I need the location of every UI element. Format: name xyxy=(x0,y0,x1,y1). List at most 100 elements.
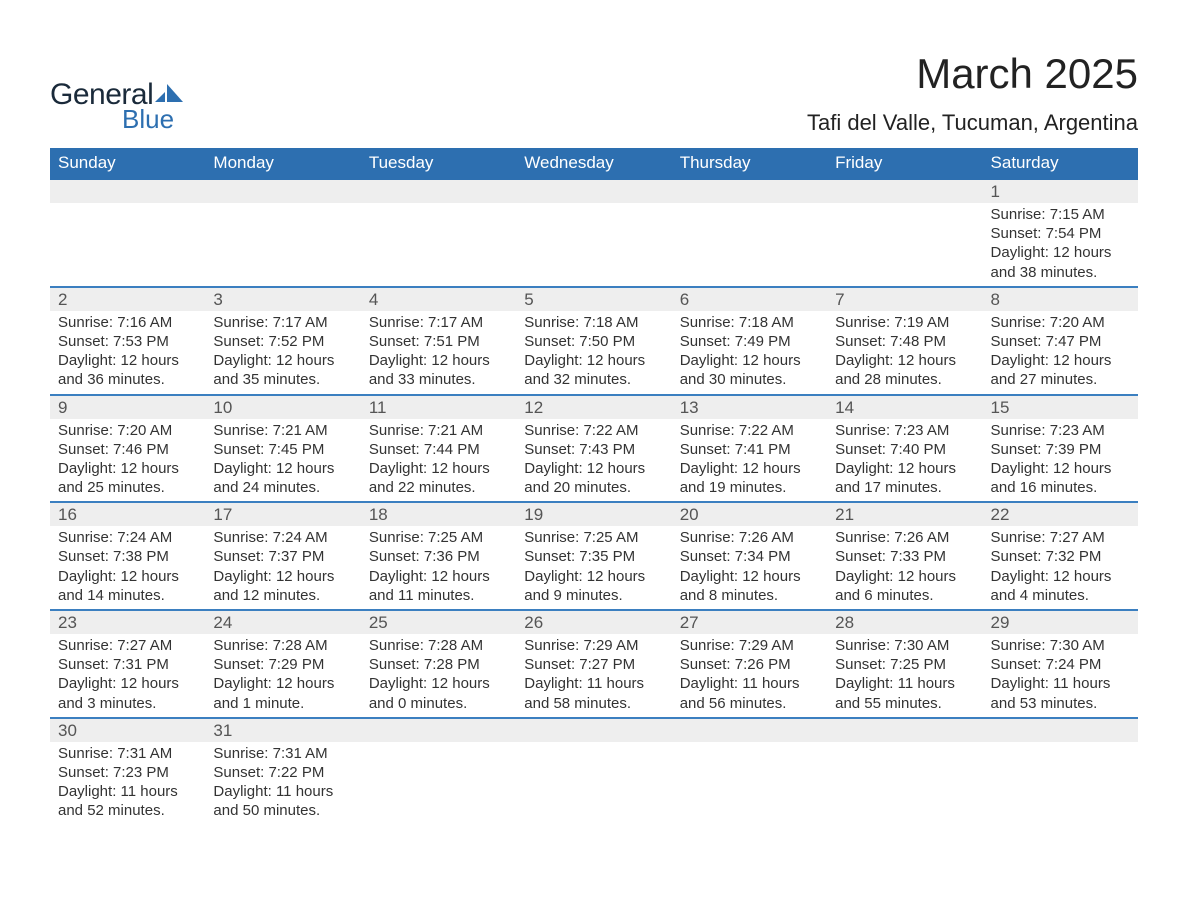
sunset-text: Sunset: 7:48 PM xyxy=(835,332,974,351)
dl2-text: and 8 minutes. xyxy=(680,586,819,605)
sunset-text: Sunset: 7:54 PM xyxy=(991,224,1130,243)
day-number-cell: 10 xyxy=(205,395,360,419)
dl2-text: and 30 minutes. xyxy=(680,370,819,389)
sunset-text: Sunset: 7:23 PM xyxy=(58,763,197,782)
day-data-cell: Sunrise: 7:20 AMSunset: 7:46 PMDaylight:… xyxy=(50,419,205,503)
dl2-text: and 28 minutes. xyxy=(835,370,974,389)
sunrise-text: Sunrise: 7:20 AM xyxy=(58,421,197,440)
day-number-cell xyxy=(827,179,982,203)
dl2-text: and 1 minute. xyxy=(213,694,352,713)
day-data-cell xyxy=(983,742,1138,825)
dl2-text: and 4 minutes. xyxy=(991,586,1130,605)
day-data-cell: Sunrise: 7:17 AMSunset: 7:52 PMDaylight:… xyxy=(205,311,360,395)
dl1-text: Daylight: 12 hours xyxy=(213,351,352,370)
day-data-cell: Sunrise: 7:16 AMSunset: 7:53 PMDaylight:… xyxy=(50,311,205,395)
dl1-text: Daylight: 12 hours xyxy=(835,567,974,586)
dl1-text: Daylight: 12 hours xyxy=(369,351,508,370)
day-data-cell xyxy=(361,203,516,287)
day-number-cell: 18 xyxy=(361,502,516,526)
dl2-text: and 36 minutes. xyxy=(58,370,197,389)
dl2-text: and 17 minutes. xyxy=(835,478,974,497)
calendar-table: Sunday Monday Tuesday Wednesday Thursday… xyxy=(50,148,1138,825)
data-row: Sunrise: 7:20 AMSunset: 7:46 PMDaylight:… xyxy=(50,419,1138,503)
day-number-cell: 1 xyxy=(983,179,1138,203)
location: Tafi del Valle, Tucuman, Argentina xyxy=(807,110,1138,136)
sunset-text: Sunset: 7:29 PM xyxy=(213,655,352,674)
day-data-cell: Sunrise: 7:25 AMSunset: 7:35 PMDaylight:… xyxy=(516,526,671,610)
day-number-cell: 8 xyxy=(983,287,1138,311)
sunset-text: Sunset: 7:38 PM xyxy=(58,547,197,566)
dl1-text: Daylight: 12 hours xyxy=(213,674,352,693)
sunrise-text: Sunrise: 7:21 AM xyxy=(369,421,508,440)
day-data-cell: Sunrise: 7:28 AMSunset: 7:29 PMDaylight:… xyxy=(205,634,360,718)
sunrise-text: Sunrise: 7:30 AM xyxy=(991,636,1130,655)
sunrise-text: Sunrise: 7:23 AM xyxy=(991,421,1130,440)
day-data-cell xyxy=(672,742,827,825)
dl1-text: Daylight: 12 hours xyxy=(524,459,663,478)
sunset-text: Sunset: 7:36 PM xyxy=(369,547,508,566)
day-data-cell: Sunrise: 7:18 AMSunset: 7:50 PMDaylight:… xyxy=(516,311,671,395)
sunrise-text: Sunrise: 7:29 AM xyxy=(680,636,819,655)
sunrise-text: Sunrise: 7:25 AM xyxy=(524,528,663,547)
header: General Blue March 2025 Tafi del Valle, … xyxy=(50,50,1138,136)
day-data-cell: Sunrise: 7:19 AMSunset: 7:48 PMDaylight:… xyxy=(827,311,982,395)
dl1-text: Daylight: 11 hours xyxy=(213,782,352,801)
day-data-cell: Sunrise: 7:25 AMSunset: 7:36 PMDaylight:… xyxy=(361,526,516,610)
dl2-text: and 14 minutes. xyxy=(58,586,197,605)
day-data-cell: Sunrise: 7:28 AMSunset: 7:28 PMDaylight:… xyxy=(361,634,516,718)
sunrise-text: Sunrise: 7:20 AM xyxy=(991,313,1130,332)
dl1-text: Daylight: 12 hours xyxy=(835,459,974,478)
sunset-text: Sunset: 7:52 PM xyxy=(213,332,352,351)
day-data-cell: Sunrise: 7:22 AMSunset: 7:41 PMDaylight:… xyxy=(672,419,827,503)
dl2-text: and 11 minutes. xyxy=(369,586,508,605)
day-number-cell xyxy=(516,718,671,742)
day-data-cell xyxy=(827,742,982,825)
dl2-text: and 0 minutes. xyxy=(369,694,508,713)
month-title: March 2025 xyxy=(807,50,1138,98)
dl1-text: Daylight: 12 hours xyxy=(991,459,1130,478)
sunrise-text: Sunrise: 7:26 AM xyxy=(835,528,974,547)
weekday-header: Wednesday xyxy=(516,148,671,179)
sunset-text: Sunset: 7:45 PM xyxy=(213,440,352,459)
sunset-text: Sunset: 7:37 PM xyxy=(213,547,352,566)
day-data-cell: Sunrise: 7:30 AMSunset: 7:25 PMDaylight:… xyxy=(827,634,982,718)
day-number-cell: 21 xyxy=(827,502,982,526)
dl1-text: Daylight: 11 hours xyxy=(58,782,197,801)
sunset-text: Sunset: 7:25 PM xyxy=(835,655,974,674)
sunset-text: Sunset: 7:51 PM xyxy=(369,332,508,351)
sunrise-text: Sunrise: 7:17 AM xyxy=(369,313,508,332)
dl2-text: and 27 minutes. xyxy=(991,370,1130,389)
day-data-cell: Sunrise: 7:15 AMSunset: 7:54 PMDaylight:… xyxy=(983,203,1138,287)
sunrise-text: Sunrise: 7:23 AM xyxy=(835,421,974,440)
dl2-text: and 6 minutes. xyxy=(835,586,974,605)
dl1-text: Daylight: 12 hours xyxy=(680,459,819,478)
day-data-cell xyxy=(50,203,205,287)
sunrise-text: Sunrise: 7:18 AM xyxy=(680,313,819,332)
day-data-cell: Sunrise: 7:17 AMSunset: 7:51 PMDaylight:… xyxy=(361,311,516,395)
dl1-text: Daylight: 12 hours xyxy=(369,567,508,586)
dl2-text: and 16 minutes. xyxy=(991,478,1130,497)
day-data-cell: Sunrise: 7:21 AMSunset: 7:44 PMDaylight:… xyxy=(361,419,516,503)
day-data-cell xyxy=(516,742,671,825)
sunset-text: Sunset: 7:27 PM xyxy=(524,655,663,674)
day-data-cell xyxy=(672,203,827,287)
day-number-cell xyxy=(516,179,671,203)
sunset-text: Sunset: 7:33 PM xyxy=(835,547,974,566)
sunrise-text: Sunrise: 7:21 AM xyxy=(213,421,352,440)
dl1-text: Daylight: 11 hours xyxy=(524,674,663,693)
sunset-text: Sunset: 7:49 PM xyxy=(680,332,819,351)
day-data-cell xyxy=(516,203,671,287)
day-data-cell: Sunrise: 7:22 AMSunset: 7:43 PMDaylight:… xyxy=(516,419,671,503)
day-number-cell: 29 xyxy=(983,610,1138,634)
day-number-cell: 16 xyxy=(50,502,205,526)
day-number-cell: 3 xyxy=(205,287,360,311)
day-number-cell: 5 xyxy=(516,287,671,311)
dl1-text: Daylight: 12 hours xyxy=(369,674,508,693)
sunrise-text: Sunrise: 7:31 AM xyxy=(213,744,352,763)
dl2-text: and 25 minutes. xyxy=(58,478,197,497)
day-number-cell xyxy=(361,718,516,742)
dl2-text: and 50 minutes. xyxy=(213,801,352,820)
sunrise-text: Sunrise: 7:29 AM xyxy=(524,636,663,655)
data-row: Sunrise: 7:15 AMSunset: 7:54 PMDaylight:… xyxy=(50,203,1138,287)
day-number-cell xyxy=(672,718,827,742)
